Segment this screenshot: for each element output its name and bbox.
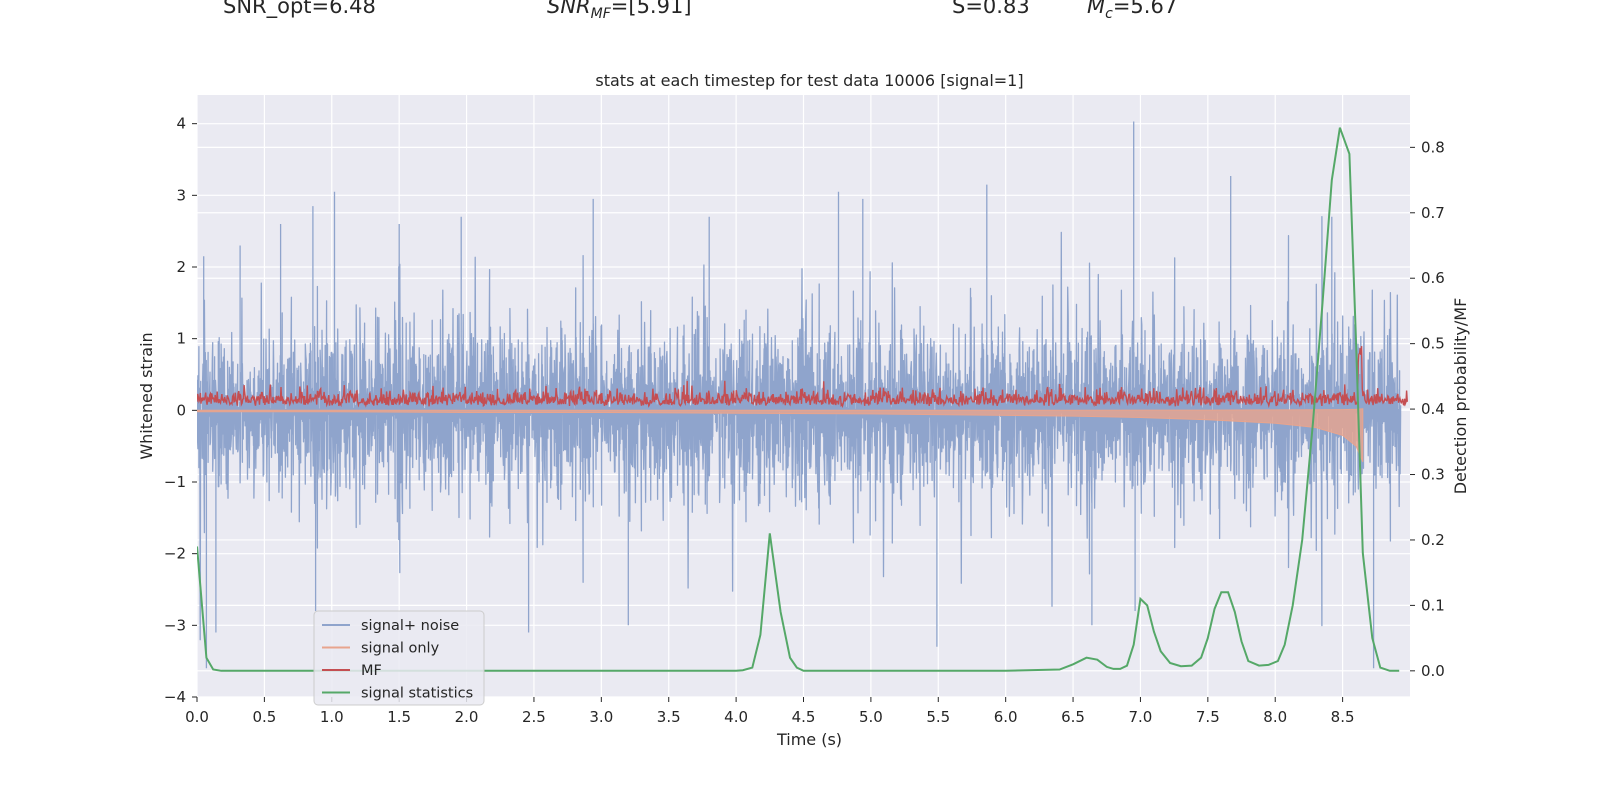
x-axis-label: Time (s) xyxy=(776,730,842,749)
y2-axis-label: Detection probability/MF xyxy=(1451,298,1470,495)
y2-tick-label: 0.8 xyxy=(1421,138,1445,156)
y2-tick-label: 0.7 xyxy=(1421,204,1445,222)
header-s-value: S=0.83 xyxy=(952,0,1030,18)
header-snr-mf-value: =[5.91] xyxy=(610,0,692,18)
x-tick-label: 4.5 xyxy=(792,708,816,726)
y2-tick-label: 0.4 xyxy=(1421,400,1445,418)
x-tick-label: 7.5 xyxy=(1196,708,1220,726)
legend-label-signal-statistics: signal statistics xyxy=(361,686,473,702)
legend: signal+ noise signal only MF signal stat… xyxy=(313,610,485,706)
x-tick-label: 6.5 xyxy=(1061,708,1085,726)
series-signal-statistics xyxy=(197,127,1400,672)
y-tick-label: 4 xyxy=(176,115,186,133)
legend-label-signal-noise: signal+ noise xyxy=(361,618,459,634)
y-tick-label: −1 xyxy=(164,473,186,491)
y2-tick-label: 0.3 xyxy=(1421,466,1445,484)
chart-title: stats at each timestep for test data 100… xyxy=(595,71,1023,90)
y2-tick-label: 0.6 xyxy=(1421,269,1445,287)
x-tick-label: 5.5 xyxy=(926,708,950,726)
header-mc-prefix: M xyxy=(1087,0,1106,18)
x-tick-label: 1.0 xyxy=(320,708,344,726)
y-tick-label: −2 xyxy=(164,545,186,563)
header-snr-mf: SNRMF=[5.91] xyxy=(547,0,692,22)
header-chirp-mass: Mc=5.67 xyxy=(1087,0,1177,22)
y-tick-label: 2 xyxy=(176,258,186,276)
y-tick-label: 0 xyxy=(176,401,186,419)
series-signal-noise xyxy=(197,121,1402,669)
axes-layer: 0.0 0.5 1.0 1.5 2.0 2.5 3.0 3.5 4.0 4.5 5.0 5.5 6.0 6… xyxy=(164,115,1445,726)
x-tick-label: 4.0 xyxy=(724,708,748,726)
header-snr-opt: SNR_opt=6.48 xyxy=(223,0,376,18)
y2-tick-label: 0.2 xyxy=(1421,531,1445,549)
series-mf xyxy=(197,346,1408,409)
x-tick-label: 5.0 xyxy=(859,708,883,726)
x-tick-label: 8.0 xyxy=(1263,708,1287,726)
x-tick-label: 2.0 xyxy=(455,708,479,726)
y-tick-label: −4 xyxy=(164,688,186,706)
x-tick-label: 6.0 xyxy=(994,708,1018,726)
y2-tick-label: 0.1 xyxy=(1421,596,1445,614)
y2-tick-label: 0.5 xyxy=(1421,335,1445,353)
legend-label-signal-only: signal only xyxy=(361,641,440,657)
header-snr-mf-prefix: SNR xyxy=(547,0,591,18)
y-tick-label: −3 xyxy=(164,616,186,634)
y-tick-label: 3 xyxy=(176,186,186,204)
legend-box xyxy=(313,610,485,706)
x-tick-label: 1.5 xyxy=(387,708,411,726)
header-mc-value: =5.67 xyxy=(1112,0,1178,18)
series-signal-only xyxy=(197,408,1364,463)
series-layer xyxy=(197,121,1408,672)
y2-tick-label: 0.0 xyxy=(1421,662,1445,680)
x-tick-label: 0.0 xyxy=(185,708,209,726)
header-mc-sub: c xyxy=(1105,6,1113,23)
legend-label-mf: MF xyxy=(361,663,382,679)
x-tick-label: 7.0 xyxy=(1129,708,1153,726)
x-tick-label: 3.5 xyxy=(657,708,681,726)
x-tick-label: 2.5 xyxy=(522,708,546,726)
y-axis-label: Whitened strain xyxy=(137,332,156,459)
header-snr-mf-sub: MF xyxy=(590,6,611,23)
x-tick-label: 3.0 xyxy=(589,708,613,726)
y-tick-label: 1 xyxy=(176,330,186,348)
x-tick-label: 0.5 xyxy=(252,708,276,726)
x-tick-label: 8.5 xyxy=(1331,708,1355,726)
